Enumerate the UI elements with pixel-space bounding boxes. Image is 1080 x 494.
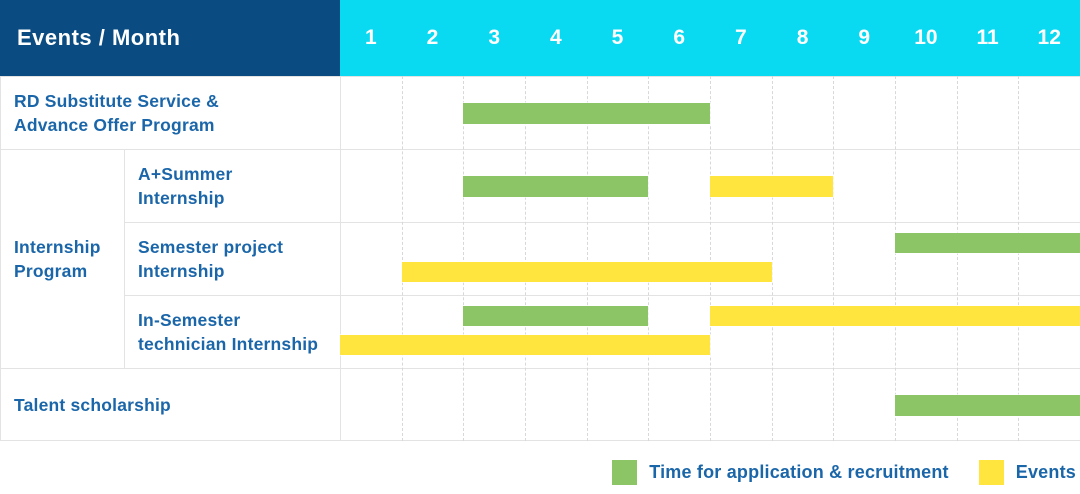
month-header-12: 12 [1037,26,1061,49]
month-gridline [895,76,896,441]
row-label-line: Internship [14,236,101,257]
gantt-bar-green [895,395,1080,416]
row-separator-line [124,222,1080,223]
gantt-bar-yellow [710,306,1080,326]
month-gridline [648,76,650,441]
row-label-a-plus-summer-internship: A+Summer Internship [124,149,340,222]
month-header-2: 2 [426,26,439,49]
month-gridline [771,76,773,441]
row-label-line: Talent scholarship [14,394,171,415]
month-gridline [401,76,403,441]
month-gridline [586,76,588,441]
column-separator-line [124,149,125,368]
row-label-line: Semester project [138,236,284,257]
row-label-line: Program [14,260,88,281]
header-corner: Events / Month [0,0,340,76]
month-header-4: 4 [550,26,562,49]
gantt-bar-green [895,233,1080,253]
row-group-label-internship-program: Internship Program [0,149,124,368]
month-gridline [956,76,958,441]
row-label-rd-substitute-service: RD Substitute Service & Advance Offer Pr… [0,76,340,149]
legend-label: Time for application & recruitment [649,461,949,482]
month-gridline [525,76,526,441]
row-separator-line [0,368,1080,369]
month-header-8: 8 [796,26,809,49]
row-label-line: In-Semester [138,309,241,330]
row-separator-line [124,295,1080,296]
row-label-in-semester-technician-internship: In-Semester technician Internship [124,295,340,368]
gantt-bar-yellow [710,176,834,197]
gantt-bar-green [463,103,710,124]
month-header-1: 1 [364,26,377,49]
month-header-7: 7 [735,26,747,49]
row-label-line: technician Internship [138,333,319,354]
month-gridline [1018,76,1020,441]
month-header-5: 5 [611,26,624,49]
row-label-talent-scholarship: Talent scholarship [0,368,340,441]
month-header-9: 9 [858,26,871,49]
month-gridline [710,76,711,441]
legend-green-swatch-icon [612,459,638,485]
row-label-line: Internship [138,260,225,281]
row-separator-line [0,76,1080,77]
gantt-bar-green [463,306,649,326]
month-header-row: 1 2 3 4 5 6 7 8 9 10 11 12 [340,0,1080,76]
legend-label: Events [1015,461,1076,482]
gantt-bar-yellow [340,335,710,355]
month-gridline [833,76,835,441]
month-header-10: 10 [914,26,938,49]
row-separator-line [0,149,1080,150]
column-separator-line [0,76,1,441]
row-separator-line [0,440,1080,441]
row-label-line: Advance Offer Program [14,114,215,135]
month-header-3: 3 [488,26,501,49]
legend-item-events: Events [978,459,1076,485]
legend-item-application-recruitment: Time for application & recruitment [612,459,949,485]
month-header-11: 11 [976,26,999,49]
gantt-bar-green [463,176,649,197]
header-title: Events / Month [17,25,181,50]
month-gridline [463,76,465,441]
row-label-line: A+Summer [138,163,233,184]
legend-yellow-swatch-icon [978,459,1004,485]
row-label-line: RD Substitute Service & [14,90,219,111]
row-label-line: Internship [138,187,225,208]
month-header-6: 6 [673,26,686,49]
gantt-bar-yellow [401,262,772,282]
legend: Time for application & recruitment Event… [0,456,1076,488]
row-label-semester-project-internship: Semester project Internship [124,222,340,295]
column-separator-line [340,76,341,441]
